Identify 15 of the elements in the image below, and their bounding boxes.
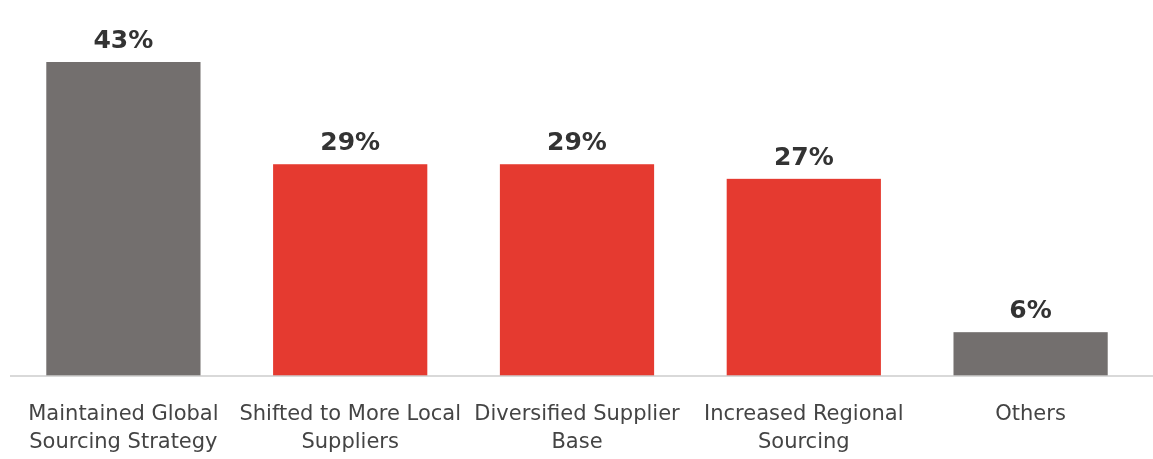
x-tick-label: Others: [995, 401, 1066, 425]
bar: [46, 62, 201, 376]
bar: [953, 332, 1108, 376]
x-tick-label: Maintained Global Sourcing Strategy: [28, 401, 219, 453]
bar: [726, 178, 881, 376]
data-label: 27%: [773, 141, 834, 171]
bar: [273, 164, 428, 376]
x-tick-label: Shifted to More Local Suppliers: [239, 401, 461, 453]
bar: [499, 164, 655, 376]
data-label: 6%: [1009, 295, 1052, 325]
x-tick-label: Diversified Supplier Base: [474, 401, 681, 453]
data-label: 29%: [320, 127, 381, 157]
x-tick-label: Increased Regional Sourcing: [704, 401, 904, 453]
data-label: 29%: [547, 127, 607, 157]
data-label: 43%: [93, 25, 154, 54]
